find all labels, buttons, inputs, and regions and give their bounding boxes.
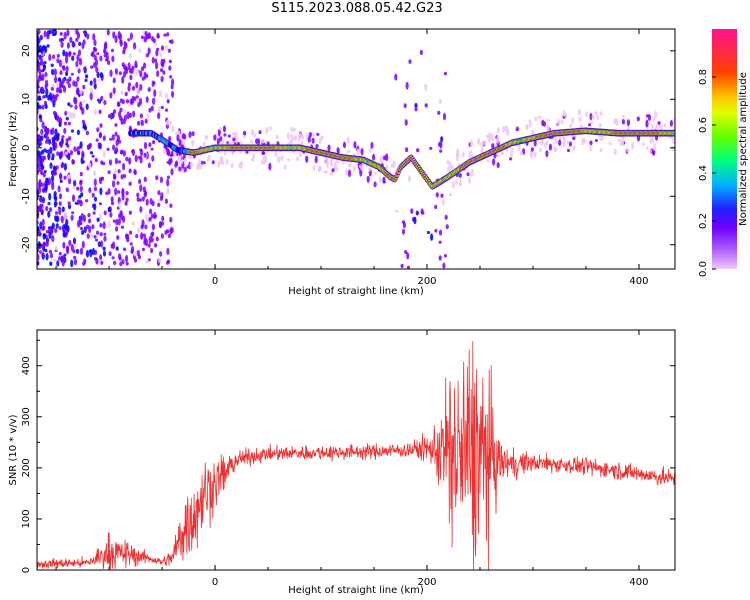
spectrogram-ytick-label: -20 <box>21 237 32 253</box>
snr-xtick-label: 400 <box>629 577 648 588</box>
colorbar-tick-label: 0.8 <box>698 69 709 85</box>
snr-xlabel: Height of straight line (km) <box>288 585 424 596</box>
snr-panel: 0 200 400 0 100 200 300 400 Height of straight … <box>8 329 676 596</box>
spectrogram-ytick-label: -10 <box>21 188 32 204</box>
spectrogram-ytick-label: 10 <box>21 93 32 106</box>
snr-ytick-label: 300 <box>21 407 32 426</box>
spectrogram-ytick-label: 20 <box>21 44 32 57</box>
snr-ticks: 0 200 400 0 100 200 300 400 <box>21 330 675 588</box>
colorbar: 0.0 0.2 0.4 0.6 0.8 Normalized spectral ampl… <box>698 29 749 277</box>
snr-xtick-label: 200 <box>417 577 436 588</box>
spectrogram-xlabel: Height of straight line (km) <box>288 286 424 297</box>
colorbar-tick-label: 0.0 <box>698 261 709 277</box>
spectrogram-xtick-label: 400 <box>629 276 648 287</box>
snr-series-line <box>37 341 675 570</box>
spectrogram-data <box>37 29 675 269</box>
colorbar-ticks: 0.0 0.2 0.4 0.6 0.8 <box>698 69 716 277</box>
spectrogram-ylabel: Frequency (Hz) <box>8 111 19 187</box>
spectrogram-ytick-label: 0 <box>21 145 32 151</box>
spectrogram-panel: 0 200 400 -20 -10 0 10 20 Height of straight li… <box>8 28 676 297</box>
snr-frame <box>36 329 676 571</box>
snr-ytick-label: 0 <box>21 567 32 573</box>
snr-ytick-label: 400 <box>21 356 32 375</box>
spectrogram-frame <box>36 28 676 270</box>
colorbar-tick-label: 0.4 <box>698 165 709 181</box>
spectrogram-xtick-label: 200 <box>417 276 436 287</box>
figure-title: S115.2023.088.05.42.G23 <box>271 1 443 16</box>
colorbar-tick-label: 0.2 <box>698 213 709 229</box>
snr-ytick-label: 200 <box>21 458 32 477</box>
snr-xtick-label: 0 <box>212 577 218 588</box>
spectrogram-xtick-label: 0 <box>212 276 218 287</box>
colorbar-tick-label: 0.6 <box>698 117 709 133</box>
colorbar-gradient <box>712 29 737 269</box>
snr-ytick-label: 100 <box>21 509 32 528</box>
colorbar-label: Normalized spectral amplitude <box>738 72 749 226</box>
spectrogram-ticks: 0 200 400 -20 -10 0 10 20 <box>21 29 675 287</box>
snr-ylabel: SNR (10 * v/v) <box>8 414 19 485</box>
